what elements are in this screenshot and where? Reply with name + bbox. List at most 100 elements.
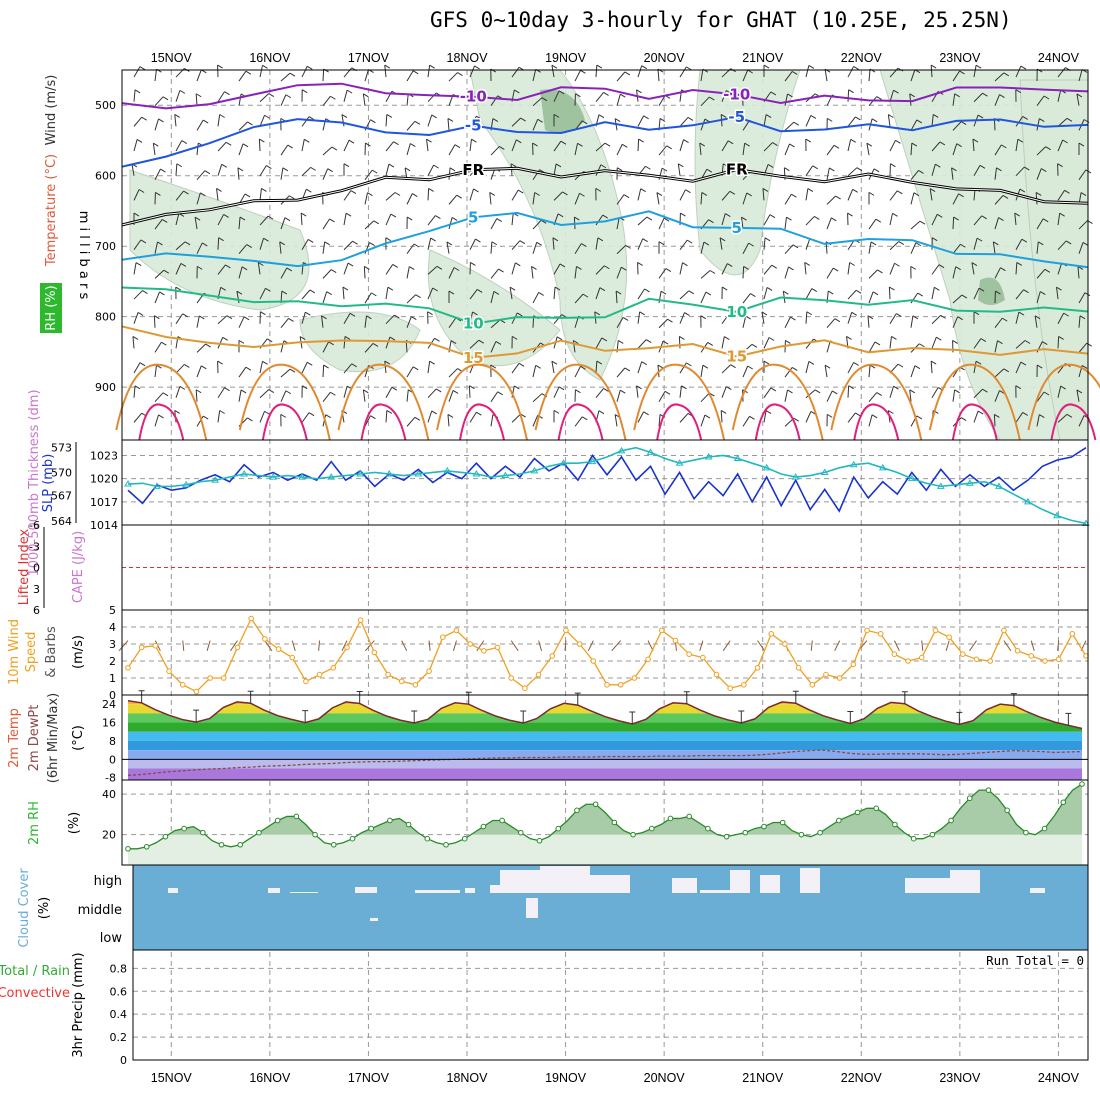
isotherm-20 bbox=[238, 363, 331, 441]
wind-barb bbox=[1078, 220, 1088, 230]
wind-barb bbox=[637, 139, 640, 152]
wind-barb-flag bbox=[1064, 189, 1070, 194]
temp-band bbox=[128, 740, 1082, 751]
wind-barb bbox=[175, 140, 183, 152]
wind-barb-flag bbox=[328, 341, 334, 346]
wind-barb bbox=[448, 267, 455, 279]
slp-tick: 1023 bbox=[90, 449, 118, 462]
wind10m-point bbox=[166, 668, 172, 675]
wind10m-point bbox=[193, 688, 200, 695]
wind-barb bbox=[614, 414, 618, 427]
wind-barb-flag bbox=[239, 216, 246, 221]
wind-barb-flag bbox=[562, 191, 568, 196]
wind-barb bbox=[196, 242, 203, 254]
wind-barb-flag bbox=[598, 114, 605, 119]
wind-barb bbox=[342, 287, 345, 300]
wind-barb-flag bbox=[541, 97, 548, 102]
wind-barb-flag bbox=[699, 142, 706, 147]
wind-barb-flag bbox=[595, 187, 602, 192]
wind10m-point bbox=[864, 627, 870, 634]
wind-barb bbox=[699, 143, 702, 156]
wind-barb bbox=[616, 71, 626, 82]
wind-barb bbox=[574, 193, 580, 205]
wind-barb bbox=[1078, 292, 1086, 304]
wind-barb-flag bbox=[1018, 311, 1025, 316]
wind-barb-flag bbox=[309, 289, 316, 294]
precip-tick: 0.8 bbox=[110, 962, 128, 975]
wind-barb bbox=[301, 239, 309, 250]
wind10m-point bbox=[179, 682, 186, 688]
wind-barb bbox=[616, 245, 626, 255]
wind-barb-flag bbox=[787, 389, 793, 394]
wind-barb-flag bbox=[1062, 139, 1068, 144]
wind10m-barb bbox=[699, 640, 704, 651]
wind-barb bbox=[236, 291, 240, 304]
wind-barb bbox=[847, 116, 856, 127]
wind-barb-flag bbox=[236, 290, 243, 295]
wind-barb-flag bbox=[510, 163, 517, 168]
wind10m-point bbox=[782, 641, 788, 647]
wind-barb-flag bbox=[658, 241, 665, 246]
wind-barb-flag bbox=[134, 89, 141, 94]
rh-line bbox=[128, 783, 1083, 850]
wind-barb bbox=[1036, 414, 1040, 427]
wind-barb-flag bbox=[531, 266, 537, 270]
rh-point bbox=[536, 837, 543, 844]
cloud-high-bar bbox=[415, 890, 460, 893]
cloud-high-bar bbox=[905, 878, 955, 893]
wind10m-point bbox=[576, 641, 583, 647]
wind-barb-flag bbox=[142, 290, 148, 294]
isotherm-20 bbox=[337, 363, 430, 441]
wind10m-barb bbox=[757, 640, 765, 652]
wind-barb bbox=[301, 116, 310, 127]
wind-barb-flag bbox=[623, 194, 630, 199]
wind10m-point bbox=[275, 646, 282, 652]
rh-point bbox=[1023, 829, 1029, 836]
wind-barb-flag bbox=[707, 342, 713, 346]
wind-barb-flag bbox=[678, 163, 684, 168]
thickness-point bbox=[849, 460, 858, 468]
wind-barb-flag bbox=[427, 311, 433, 316]
wind-barb-flag bbox=[940, 314, 946, 319]
wind-barb bbox=[427, 410, 433, 423]
wind10m-point bbox=[891, 651, 898, 658]
thickness-point bbox=[269, 473, 278, 480]
wind-barb-flag bbox=[871, 118, 878, 123]
wind-barb-flag bbox=[241, 266, 248, 271]
precip-tick: 0 bbox=[120, 1054, 127, 1067]
wind-barb-flag bbox=[429, 64, 435, 69]
wind-barb bbox=[153, 315, 156, 328]
wind-barb-flag bbox=[709, 270, 716, 274]
date-label-bottom: 15NOV bbox=[151, 1071, 193, 1085]
rh-point bbox=[836, 817, 842, 824]
wind10m-point bbox=[960, 651, 966, 658]
wind-barb bbox=[406, 294, 416, 304]
wind-barb-flag bbox=[413, 243, 420, 248]
isotherm-25 bbox=[360, 403, 407, 441]
wind-barb-flag bbox=[934, 286, 940, 291]
wind-barb bbox=[804, 262, 807, 275]
wind-barb bbox=[742, 343, 753, 353]
wind-barb-flag bbox=[957, 316, 963, 321]
wind-barb-flag bbox=[603, 387, 609, 392]
rh-point bbox=[293, 813, 300, 820]
wind-barb bbox=[889, 190, 898, 201]
wind-tick: 2 bbox=[109, 655, 116, 668]
wind-barb-flag bbox=[573, 340, 579, 344]
isotherm-20 bbox=[928, 363, 1021, 441]
date-label-top: 18NOV bbox=[447, 51, 489, 65]
wind-barb bbox=[742, 365, 749, 378]
wind-barb-flag bbox=[370, 119, 376, 124]
date-label-top: 22NOV bbox=[841, 51, 883, 65]
wind-barb-flag bbox=[468, 212, 474, 217]
wind-barb-flag bbox=[744, 142, 750, 147]
wind-barb bbox=[1076, 389, 1080, 402]
wind-barb bbox=[406, 266, 410, 279]
wind-barb bbox=[784, 266, 789, 279]
wind-barb-flag bbox=[386, 113, 393, 118]
wind-barb-flag bbox=[307, 361, 313, 366]
wind-barb bbox=[385, 314, 395, 325]
temp-minmax-bar bbox=[738, 710, 745, 724]
wind-barb-flag bbox=[788, 266, 794, 271]
wind-barb-flag bbox=[952, 339, 958, 344]
